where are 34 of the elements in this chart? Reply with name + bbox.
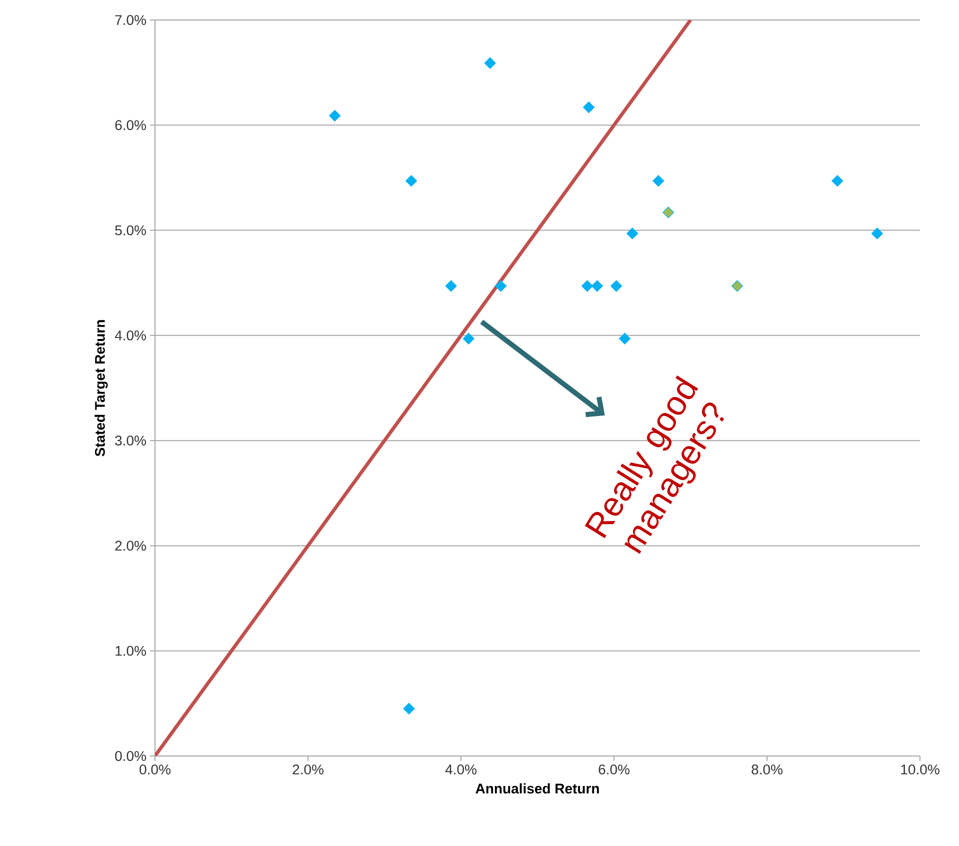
- y-tick-label: 1.0%: [116, 646, 146, 656]
- point: [582, 101, 595, 114]
- point: [462, 332, 474, 344]
- point: [494, 280, 507, 292]
- x-tick-label: 6.0%: [598, 764, 630, 774]
- point: [405, 175, 418, 187]
- point: [652, 175, 664, 187]
- point: [403, 702, 415, 714]
- point: [662, 206, 674, 218]
- point: [484, 57, 496, 69]
- y-tick-label: 0.0%: [115, 751, 146, 761]
- point: [610, 280, 622, 292]
- y-tick-label: 4.0%: [114, 330, 146, 340]
- point: [591, 280, 603, 292]
- point: [731, 280, 743, 292]
- x-tick-label: 2.0%: [292, 764, 324, 774]
- point: [618, 332, 631, 344]
- y-tick-label: 6.0%: [115, 120, 146, 130]
- y-tick-label: 2.0%: [115, 540, 146, 551]
- point: [445, 280, 457, 292]
- point: [626, 228, 638, 240]
- x-tick-label: 4.0%: [445, 764, 476, 774]
- y-axis-title: Stated Target Return: [94, 320, 108, 456]
- point: [328, 110, 341, 122]
- x-axis-title: Annualised Return: [476, 783, 599, 794]
- point: [871, 228, 883, 240]
- x-tick-label: 10.0%: [901, 764, 940, 774]
- y-tick-label: 3.0%: [115, 436, 146, 446]
- y-tick-label: 7.0%: [115, 15, 146, 25]
- x-tick-label: 0.0%: [140, 764, 170, 774]
- x-tick-label: 8.0%: [752, 764, 782, 774]
- point: [581, 280, 594, 292]
- point: [832, 175, 844, 187]
- y-tick-label: 5.0%: [115, 225, 146, 236]
